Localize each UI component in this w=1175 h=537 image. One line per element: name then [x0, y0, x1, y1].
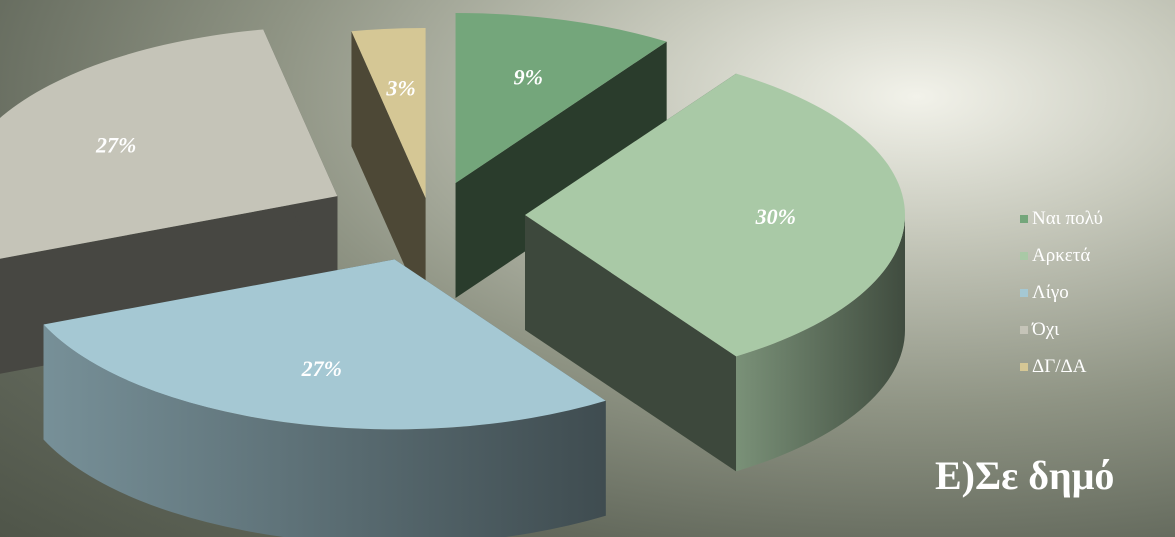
- pie-slice-top: [525, 73, 905, 357]
- pie-slice-wall: [43, 324, 606, 537]
- legend-label: Ναι πολύ: [1032, 207, 1103, 229]
- chart-legend: Ναι πολύ Αρκετά Λίγο Όχι ΔΓ/ΔΑ: [1020, 200, 1103, 385]
- legend-swatch: [1020, 288, 1028, 297]
- legend-label: Όχι: [1032, 318, 1060, 340]
- legend-item: Λίγο: [1020, 274, 1103, 311]
- pie-slice-top: [351, 27, 426, 198]
- pie-slice-label: 9%: [514, 65, 543, 90]
- legend-swatch: [1020, 362, 1028, 371]
- pie-slice-side: [525, 215, 737, 472]
- legend-swatch: [1020, 325, 1028, 334]
- pie-slice-label: 27%: [301, 356, 342, 381]
- pie-slice-top: [43, 259, 606, 430]
- pie-slice-wall: [736, 215, 905, 472]
- legend-label: Λίγο: [1032, 281, 1069, 303]
- pie-slice-top: [455, 12, 667, 183]
- legend-swatch: [1020, 214, 1028, 223]
- pie-slice: 30%: [525, 73, 905, 472]
- pie-slice: 9%: [455, 12, 667, 298]
- legend-item: ΔΓ/ΔΑ: [1020, 348, 1103, 385]
- legend-item: Ναι πολύ: [1020, 200, 1103, 237]
- pie-slice-side: [455, 41, 667, 298]
- pie-slice-label: 30%: [755, 204, 796, 229]
- pie-slice: 27%: [43, 259, 606, 537]
- pie-slice: 3%: [351, 27, 426, 313]
- legend-label: Αρκετά: [1032, 244, 1091, 266]
- pie-slice-label: 3%: [385, 75, 415, 100]
- legend-item: Αρκετά: [1020, 237, 1103, 274]
- legend-label: ΔΓ/ΔΑ: [1032, 355, 1087, 377]
- pie-slice-side: [351, 31, 426, 313]
- pie-slice-label: 27%: [95, 132, 136, 157]
- legend-item: Όχι: [1020, 311, 1103, 348]
- pie-slice-top: [0, 29, 338, 259]
- legend-swatch: [1020, 251, 1028, 260]
- slide-subtitle: Ε)Σε δημό: [935, 453, 1115, 498]
